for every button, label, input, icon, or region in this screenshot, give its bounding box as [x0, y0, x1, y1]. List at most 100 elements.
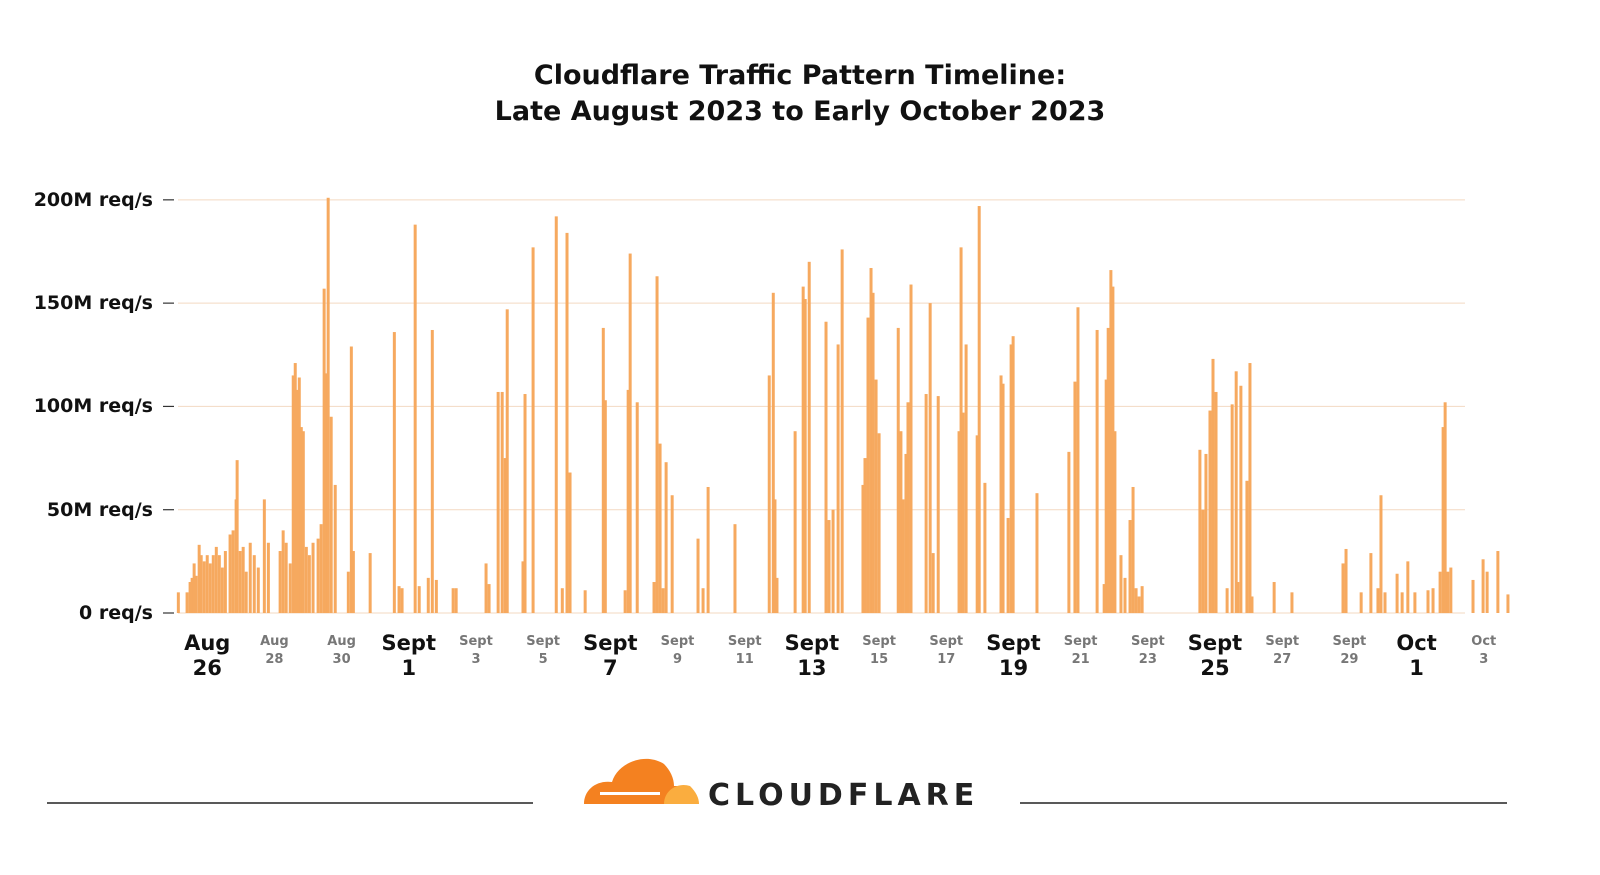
bar: [1208, 410, 1212, 613]
bar: [241, 546, 245, 613]
bar: [197, 544, 201, 613]
bar: [324, 373, 328, 613]
bar: [957, 431, 961, 613]
bar: [936, 396, 940, 613]
bar: [836, 344, 840, 613]
bar: [176, 592, 180, 613]
logo-text: CLOUDFLARE: [708, 778, 980, 813]
bar: [1400, 592, 1404, 613]
bar: [1406, 561, 1410, 613]
bar: [1009, 344, 1013, 613]
bar: [297, 377, 301, 613]
bar: [1395, 573, 1399, 613]
bar: [205, 555, 209, 613]
bar: [211, 555, 215, 613]
y-tick-label: 150M req/s: [33, 292, 153, 315]
bar: [392, 332, 396, 613]
x-tick-label: Sept 21: [1063, 634, 1098, 667]
x-tick-label: Sept 5: [526, 634, 560, 667]
bar: [1481, 559, 1485, 613]
bar: [1035, 493, 1039, 613]
bar: [928, 303, 932, 613]
bar: [1426, 590, 1430, 613]
x-tick-label: Sept 25: [1187, 631, 1243, 680]
bar: [451, 588, 455, 613]
bar: [931, 553, 935, 613]
bar: [863, 458, 867, 613]
x-tick-label: Sept 23: [1130, 634, 1165, 667]
bar: [801, 286, 805, 613]
bar: [1250, 596, 1254, 613]
bar: [333, 484, 337, 613]
bar: [1446, 571, 1450, 613]
bar: [202, 561, 206, 613]
x-tick-label: Sept 13: [784, 631, 840, 680]
bar: [959, 247, 963, 613]
bar: [368, 553, 372, 613]
bar: [505, 309, 509, 613]
bar: [426, 577, 430, 613]
bar: [1369, 553, 1373, 613]
x-tick-label: Sept 3: [459, 634, 493, 667]
bar: [831, 509, 835, 613]
bar: [400, 588, 404, 613]
bar: [295, 389, 299, 613]
bar: [1214, 391, 1218, 613]
bar: [192, 563, 196, 613]
bar: [434, 579, 438, 613]
bar: [1211, 358, 1215, 613]
bar: [1376, 588, 1380, 613]
bar: [301, 431, 305, 613]
bar: [454, 588, 458, 613]
bar: [1290, 592, 1294, 613]
x-tick-label: Sept 27: [1265, 634, 1300, 667]
bar: [1506, 594, 1510, 613]
bar: [1011, 336, 1015, 613]
bar: [771, 292, 775, 613]
bar: [1438, 571, 1442, 613]
bar: [1449, 567, 1453, 613]
x-tick-label: Aug 30: [327, 634, 356, 667]
bar: [185, 592, 189, 613]
bar: [235, 460, 239, 613]
bar: [252, 555, 256, 613]
bar: [899, 431, 903, 613]
x-tick-label: Sept 1: [381, 631, 436, 680]
bar: [1496, 551, 1500, 613]
bar: [307, 555, 311, 613]
bar: [304, 546, 308, 613]
bar: [655, 276, 659, 613]
bar: [413, 224, 417, 613]
bar: [1234, 371, 1238, 613]
bar: [906, 402, 910, 613]
bar: [1245, 480, 1249, 613]
y-tick-label: 0 req/s: [79, 602, 153, 624]
bar: [560, 588, 564, 613]
x-tick-label: Aug 28: [260, 634, 289, 667]
bar: [397, 586, 401, 613]
bar: [1140, 586, 1144, 613]
bar: [231, 530, 235, 613]
bar: [311, 542, 315, 613]
bar: [319, 524, 323, 613]
chart-title: Cloudflare Traffic Pattern Timeline: Lat…: [494, 60, 1106, 127]
bar: [329, 416, 333, 613]
bar: [904, 453, 908, 613]
bar: [1076, 307, 1080, 613]
x-tick-label: Sept 19: [986, 631, 1041, 680]
bar: [568, 472, 572, 613]
bar: [214, 546, 218, 613]
bar: [1443, 402, 1447, 613]
bar: [1104, 379, 1108, 613]
bar: [1230, 404, 1234, 613]
bar: [223, 551, 227, 613]
bar: [793, 431, 797, 613]
bar: [208, 563, 212, 613]
bar: [628, 253, 632, 614]
bar: [1485, 571, 1489, 613]
bar: [964, 344, 968, 613]
bar: [824, 321, 828, 613]
x-tick-label: Sept 7: [583, 631, 638, 680]
bar: [523, 394, 527, 613]
